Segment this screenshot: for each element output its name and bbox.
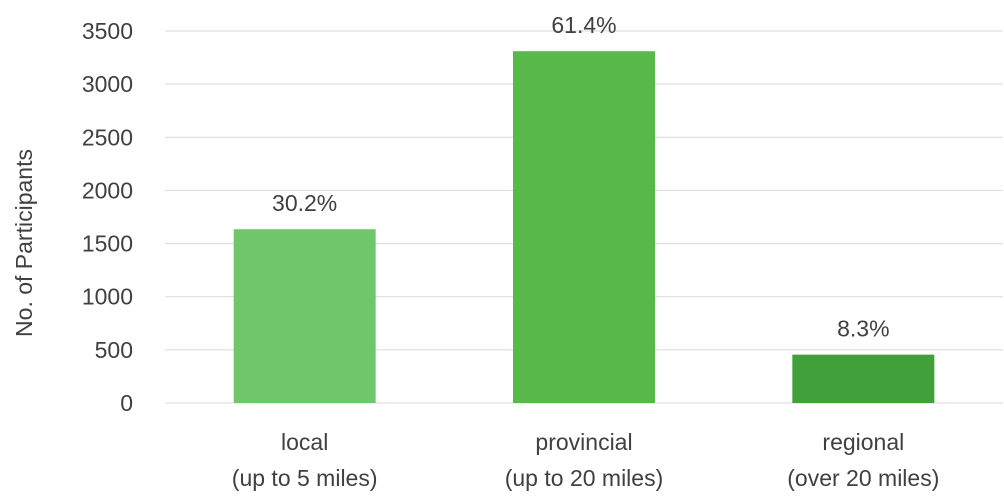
y-tick-label-1500: 1500 xyxy=(82,231,133,257)
data-labels: 30.2% 61.4% 8.3% xyxy=(272,12,889,341)
y-axis-ticks: 0 500 1000 1500 2000 2500 3000 3500 xyxy=(82,18,133,416)
y-tick-label-3500: 3500 xyxy=(82,18,133,44)
y-tick-label-3000: 3000 xyxy=(82,71,133,97)
bars xyxy=(233,51,935,404)
data-label-0: 30.2% xyxy=(272,190,337,216)
y-tick-label-500: 500 xyxy=(95,337,133,363)
x-category-label-2-line-0: regional xyxy=(822,429,904,455)
bar-2 xyxy=(792,354,935,403)
data-label-2: 8.3% xyxy=(837,316,889,342)
y-tick-label-1000: 1000 xyxy=(82,284,133,310)
data-label-1: 61.4% xyxy=(551,12,616,38)
x-category-label-2-line-1: (over 20 miles) xyxy=(787,465,939,491)
x-category-label-1-line-1: (up to 20 miles) xyxy=(505,465,664,491)
bar-1 xyxy=(513,51,655,404)
y-tick-label-0: 0 xyxy=(120,390,133,416)
y-axis-title: No. of Participants xyxy=(11,149,37,337)
x-category-label-0-line-0: local xyxy=(281,429,328,455)
x-axis-categories: local (up to 5 miles) provincial (up to 20 … xyxy=(232,429,940,491)
y-tick-label-2000: 2000 xyxy=(82,177,133,203)
bar-0 xyxy=(233,229,376,403)
y-tick-label-2500: 2500 xyxy=(82,124,133,150)
x-category-label-0-line-1: (up to 5 miles) xyxy=(232,465,378,491)
x-category-label-1-line-0: provincial xyxy=(535,429,632,455)
